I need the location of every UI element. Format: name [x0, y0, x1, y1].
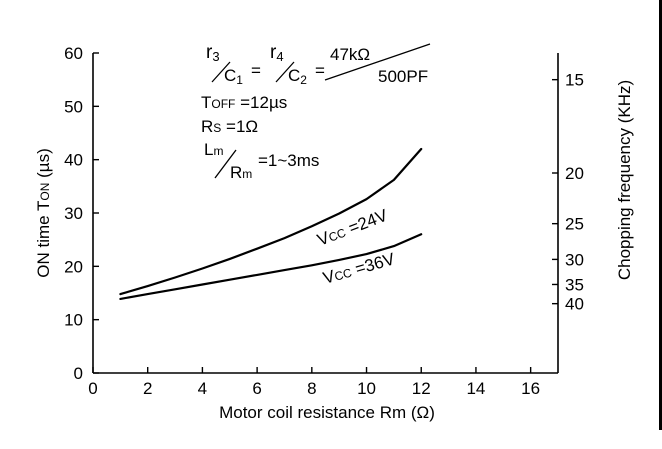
y-tick-label: 50	[64, 97, 83, 116]
x-tick-label: 8	[307, 379, 316, 398]
y-tick-label: 0	[74, 364, 83, 383]
r3-c1-slash	[211, 61, 231, 83]
capacitance-value: 500PF	[378, 67, 428, 86]
lm-label: Lm	[204, 140, 223, 159]
right-tick-label: 40	[565, 295, 584, 314]
c1-label: C1	[224, 66, 243, 87]
x-tick-label: 0	[88, 379, 97, 398]
y-axis-right-title: Chopping frequency (KHz)	[615, 80, 634, 280]
series-line-24v	[119, 147, 423, 296]
r4-label: r4	[270, 42, 284, 64]
y-tick-label: 30	[64, 204, 83, 223]
right-tick-label: 20	[565, 164, 584, 183]
eq2: =	[315, 61, 325, 80]
series-label-24v: VCC =24V	[315, 205, 391, 249]
y-tick-label: 60	[64, 44, 83, 63]
lr-value: =1~3ms	[258, 151, 319, 170]
x-tick-label: 6	[252, 379, 261, 398]
edge-border-line	[659, 0, 662, 430]
value-slash	[324, 43, 431, 81]
x-tick-label: 10	[357, 379, 376, 398]
right-tick-label: 15	[565, 71, 584, 90]
y-ticks: 0 10 20 30 40 50 60	[64, 44, 99, 383]
y-tick-label: 20	[64, 257, 83, 276]
right-tick-label: 30	[565, 250, 584, 269]
series-lines	[119, 147, 423, 300]
x-tick-label: 16	[521, 379, 540, 398]
right-tick-label: 35	[565, 275, 584, 294]
x-tick-label: 4	[198, 379, 207, 398]
y-tick-label: 40	[64, 151, 83, 170]
right-tick-label: 25	[565, 215, 584, 234]
r3-label: r3	[206, 42, 220, 64]
y-tick-label: 10	[64, 311, 83, 330]
c2-label: C2	[288, 66, 307, 87]
eq1: =	[251, 61, 261, 80]
toff-annotation: TOFF =12µs	[201, 93, 287, 112]
series-line-36v	[119, 233, 423, 300]
y-axis-left-title: ON time TON (µs)	[34, 148, 53, 277]
x-tick-label: 12	[412, 379, 431, 398]
rs-annotation: RS =1Ω	[201, 117, 258, 136]
x-ticks: 0 2 4 6 8 10 12 14 16	[88, 367, 540, 398]
x-tick-label: 2	[143, 379, 152, 398]
r4-c2-slash	[275, 61, 295, 83]
resistance-value: 47kΩ	[330, 45, 370, 64]
component-ratio-annotation: r3 C1 = r4 C2 = 47kΩ 500PF	[206, 42, 431, 87]
lm-rm-slash	[214, 149, 237, 179]
lm-rm-annotation: Lm Rm =1~3ms	[204, 140, 319, 182]
x-tick-label: 14	[466, 379, 485, 398]
rm-label: Rm	[230, 163, 252, 182]
x-axis-title: Motor coil resistance Rm (Ω)	[219, 403, 435, 422]
